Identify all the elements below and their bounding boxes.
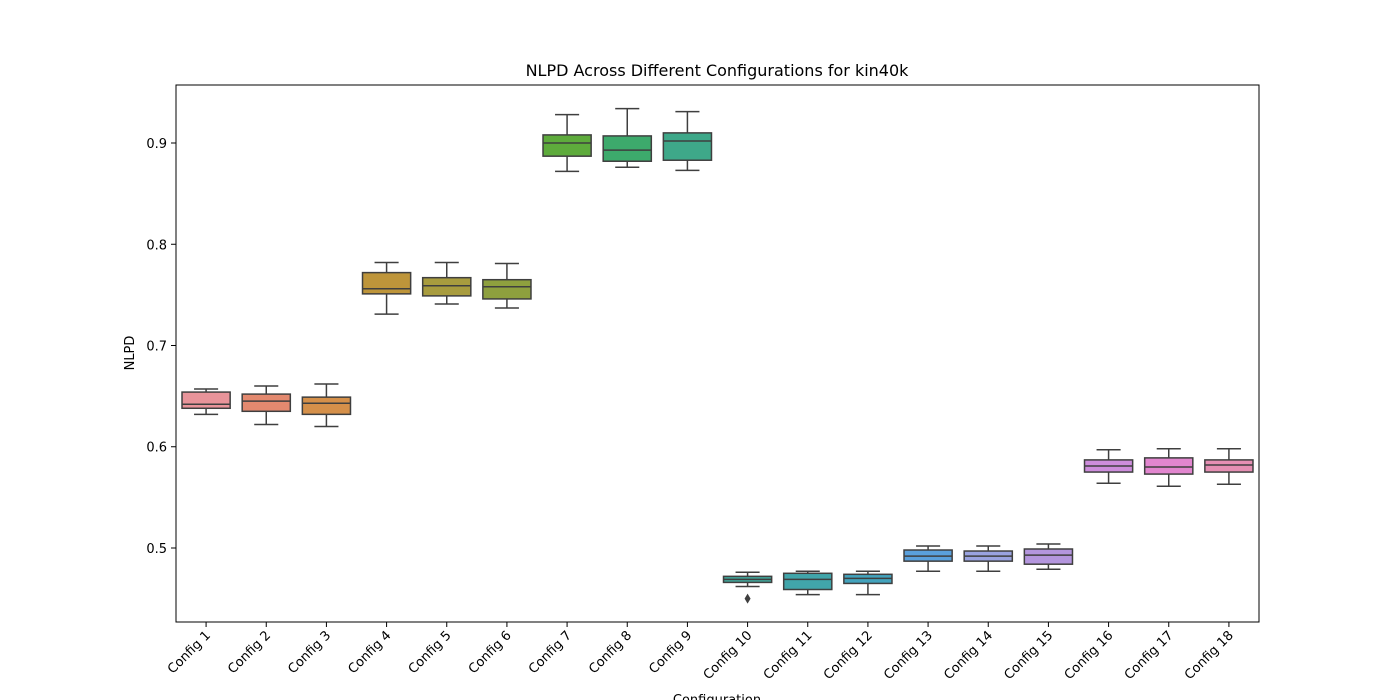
x-tick-label: Config 5	[406, 628, 455, 677]
chart-title: NLPD Across Different Configurations for…	[526, 61, 910, 80]
y-tick-label: 0.6	[146, 441, 167, 456]
box	[482, 278, 532, 300]
box	[1023, 548, 1074, 565]
x-tick-label: Config 2	[225, 628, 274, 677]
box	[782, 572, 833, 591]
x-tick-label: Config 9	[646, 628, 695, 677]
box	[602, 135, 653, 162]
box	[241, 393, 292, 413]
x-tick-label: Config 17	[1122, 628, 1177, 683]
x-tick-label: Config 15	[1002, 628, 1057, 683]
x-tick-label: Config 14	[941, 628, 996, 683]
box	[662, 132, 713, 161]
x-tick-label: Config 8	[586, 628, 635, 677]
x-tick-label: Config 7	[526, 628, 575, 677]
box	[542, 134, 592, 157]
x-tick-label: Config 4	[346, 628, 395, 677]
flier	[744, 593, 751, 604]
y-tick-label: 0.8	[146, 238, 167, 253]
box	[421, 276, 472, 297]
x-tick-label: Config 6	[466, 628, 515, 677]
box	[181, 391, 231, 410]
box	[361, 271, 412, 295]
x-tick-label: Config 11	[761, 628, 816, 683]
y-tick-label: 0.5	[146, 542, 167, 557]
x-tick-label: Config 3	[285, 628, 334, 677]
x-tick-label: Config 12	[821, 628, 876, 683]
y-axis-label: NLPD	[123, 336, 138, 371]
y-tick-label: 0.7	[146, 340, 167, 355]
x-tick-label: Config 18	[1182, 628, 1237, 683]
x-tick-label: Config 1	[165, 628, 214, 677]
box	[301, 396, 352, 416]
x-tick-label: Config 13	[881, 628, 936, 683]
box	[1204, 459, 1254, 473]
x-tick-label: Config 16	[1062, 628, 1117, 683]
y-tick-label: 0.9	[146, 137, 167, 152]
plot-frame	[175, 84, 1260, 623]
box	[1143, 457, 1194, 475]
x-tick-label: Config 10	[701, 628, 756, 683]
x-axis-label: Configuration	[673, 693, 761, 700]
